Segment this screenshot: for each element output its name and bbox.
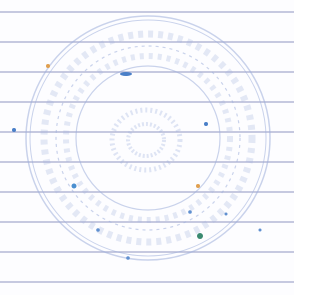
speck (46, 64, 50, 68)
speck (126, 256, 130, 260)
speck (204, 122, 208, 126)
speck (120, 72, 132, 76)
speck (72, 184, 77, 189)
stamped-paper (0, 0, 294, 295)
speck (12, 128, 16, 132)
page (0, 0, 320, 295)
speck (259, 229, 262, 232)
paper (0, 0, 294, 295)
speck (188, 210, 192, 214)
speck (197, 233, 203, 239)
speck (96, 228, 100, 232)
speck (196, 184, 200, 188)
speck (225, 213, 228, 216)
